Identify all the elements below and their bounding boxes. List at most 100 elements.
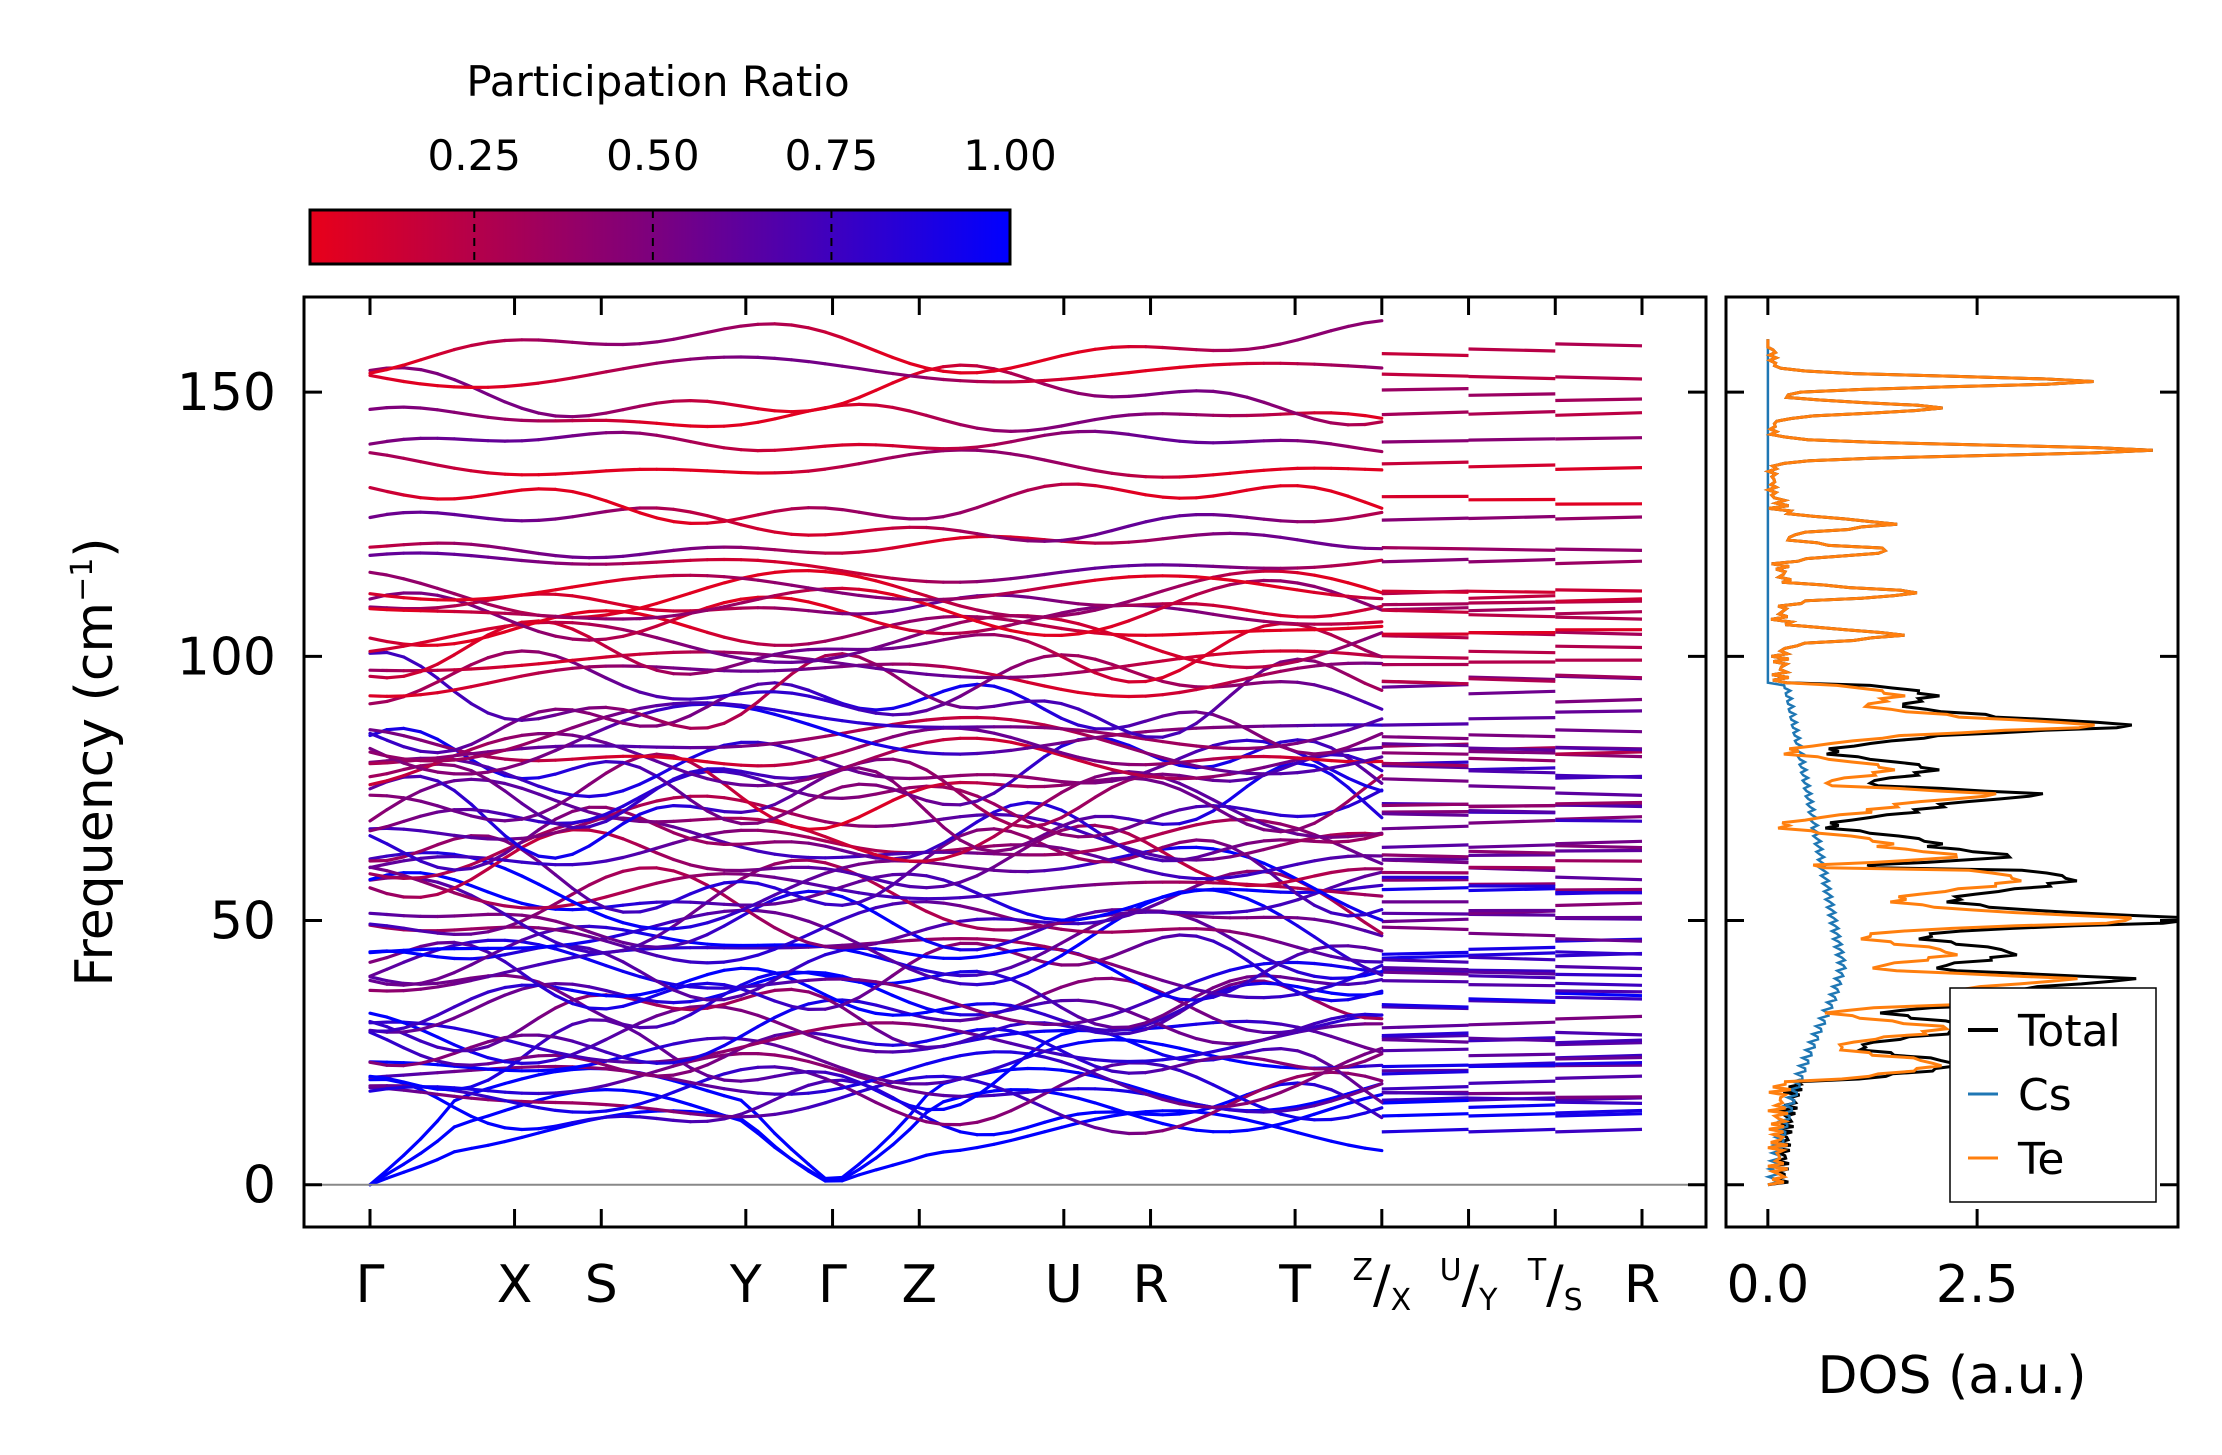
band-segment (739, 1008, 760, 1018)
band-segment (1059, 716, 1080, 727)
band-segment (419, 382, 440, 388)
band-segment (823, 659, 844, 666)
band-segment (992, 632, 1013, 639)
band-segment (688, 558, 709, 562)
band-segment (857, 1092, 878, 1105)
band-segment (806, 984, 827, 997)
band-segment (1160, 845, 1182, 851)
band-segment (604, 855, 625, 863)
band-segment (1110, 345, 1131, 349)
band-segment (520, 558, 541, 564)
band-segment (520, 717, 541, 722)
band-segment (1555, 697, 1643, 704)
band-segment (1009, 689, 1030, 702)
band-segment (1076, 707, 1097, 719)
band-segment (419, 1057, 440, 1065)
band-segment (688, 1103, 709, 1112)
band-segment (1262, 761, 1283, 770)
band-segment (621, 684, 642, 694)
band-segment (1160, 1095, 1182, 1103)
band-segment (1295, 1022, 1317, 1031)
band-segment (840, 1082, 861, 1090)
band-segment (1555, 964, 1643, 971)
band-segment (503, 949, 524, 957)
band-segment (874, 1080, 895, 1089)
band-segment (924, 446, 946, 451)
band-segment (1127, 1021, 1148, 1029)
band-segment (1363, 510, 1384, 518)
band-segment (1363, 907, 1384, 917)
band-segment (638, 340, 659, 346)
band-segment (486, 1095, 507, 1103)
band-segment (536, 744, 558, 750)
band-segment (722, 635, 743, 643)
band-segment (1076, 663, 1097, 675)
band-segment (486, 970, 507, 979)
band-segment (638, 420, 659, 425)
band-segment (1110, 814, 1131, 821)
band-segment (924, 1007, 946, 1014)
band-segment (907, 1039, 929, 1046)
band-segment (604, 939, 625, 948)
band-segment (823, 835, 844, 845)
band-segment (756, 407, 777, 413)
band-segment (570, 804, 591, 814)
band-segment (1262, 736, 1283, 748)
band-segment (705, 630, 726, 639)
band-segment (469, 761, 490, 769)
band-segment (1245, 569, 1266, 574)
band-segment (891, 1067, 912, 1076)
band-segment (1381, 722, 1469, 727)
band-segment (1329, 839, 1350, 844)
band-segment (587, 908, 608, 919)
band-segment (1110, 524, 1131, 533)
band-segment (587, 509, 608, 516)
band-segment (1468, 756, 1556, 763)
band-segment (756, 558, 777, 564)
band-segment (1228, 881, 1249, 888)
band-segment (671, 831, 693, 841)
band-segment (992, 1032, 1013, 1039)
band-segment (907, 718, 929, 724)
band-segment (1026, 725, 1047, 730)
band-segment (773, 886, 794, 896)
band-segment (1059, 738, 1080, 745)
band-segment (587, 755, 608, 760)
band-segment (385, 773, 406, 783)
band-segment (486, 953, 507, 960)
band-segment (1110, 976, 1131, 983)
band-segment (789, 532, 811, 537)
band-segment (1245, 439, 1266, 444)
band-segment (503, 607, 524, 615)
band-segment (368, 605, 389, 610)
band-segment (1194, 575, 1215, 580)
band-segment (1042, 921, 1064, 928)
band-segment (385, 1038, 406, 1050)
band-segment (1194, 389, 1215, 393)
band-segment (1346, 746, 1367, 753)
band-segment (452, 378, 473, 389)
band-segment (1076, 920, 1097, 926)
band-segment (1160, 584, 1182, 593)
band-segment (874, 666, 895, 673)
band-segment (1363, 717, 1384, 727)
band-segment (840, 1005, 861, 1020)
band-segment (924, 615, 946, 621)
band-segment (604, 1102, 625, 1108)
band-segment (1144, 737, 1165, 744)
band-segment (1059, 932, 1080, 945)
band-segment (840, 364, 861, 371)
band-segment (1042, 827, 1064, 836)
band-segment (1555, 848, 1643, 853)
band-segment (503, 674, 524, 682)
band-segment (1295, 1116, 1317, 1122)
band-segment (1278, 1065, 1300, 1070)
band-segment (1177, 776, 1198, 781)
band-segment (587, 705, 608, 710)
band-segment (1042, 424, 1064, 431)
band-segment (1312, 757, 1333, 763)
band-segment (975, 627, 996, 634)
band-segment (671, 558, 693, 563)
band-segment (975, 1050, 996, 1055)
band-segment (1042, 844, 1064, 850)
